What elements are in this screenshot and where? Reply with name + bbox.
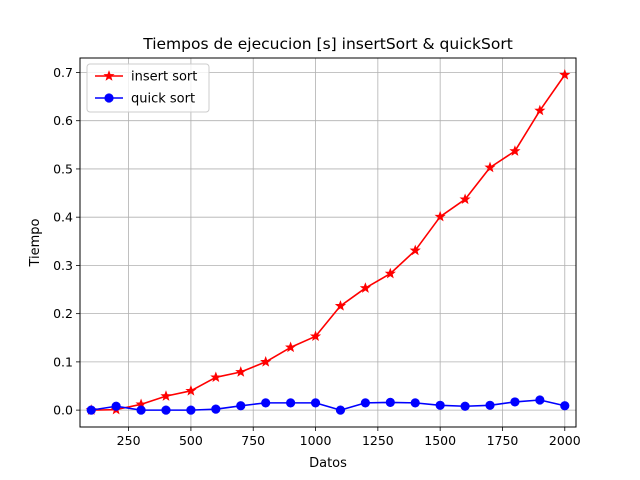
circle-marker <box>104 93 114 103</box>
star-marker <box>103 70 115 81</box>
circle-marker <box>236 401 246 411</box>
star-marker <box>434 210 446 222</box>
x-tick-label: 2000 <box>549 433 581 448</box>
star-marker <box>359 282 371 293</box>
star-marker <box>459 193 471 205</box>
x-tick-label: 1500 <box>424 433 456 448</box>
circle-marker <box>86 405 96 415</box>
circle-marker <box>136 405 146 415</box>
circle-marker <box>211 404 221 414</box>
star-marker <box>210 371 222 383</box>
circle-marker <box>261 398 271 408</box>
y-tick-label: 0.6 <box>53 113 73 128</box>
star-marker <box>309 330 322 342</box>
star-marker <box>409 244 421 256</box>
circle-marker <box>435 400 445 410</box>
circle-marker <box>560 401 570 411</box>
circle-marker <box>310 398 321 408</box>
star-marker <box>185 384 197 396</box>
plot-frame <box>79 57 577 428</box>
circle-marker <box>286 398 296 408</box>
star-marker <box>260 356 272 367</box>
y-tick-label: 0.2 <box>53 306 73 321</box>
star-marker <box>334 300 347 311</box>
x-tick-label: 1000 <box>300 433 332 448</box>
star-marker <box>160 390 172 401</box>
star-marker <box>559 69 571 80</box>
x-tick-label: 750 <box>241 433 265 448</box>
y-tick-label: 0.0 <box>53 403 73 418</box>
circle-marker <box>460 401 470 411</box>
star-marker <box>235 366 247 377</box>
legend: insert sort quick sort <box>86 63 210 113</box>
chart-title: Tiempos de ejecucion [s] insertSort & qu… <box>142 35 513 53</box>
legend-label: quick sort <box>131 92 195 107</box>
x-tick-label: 500 <box>179 433 203 448</box>
star-marker <box>509 145 521 156</box>
legend-label: insert sort <box>131 70 197 85</box>
star-marker <box>384 267 396 279</box>
y-axis-label: Tiempo <box>28 218 43 267</box>
star-marker <box>534 104 546 116</box>
circle-marker <box>410 398 420 408</box>
series-quick-sort <box>86 395 570 415</box>
y-tick-label: 0.4 <box>53 210 73 225</box>
star-marker <box>484 161 496 173</box>
series-insert-sort <box>85 69 571 415</box>
series-layer <box>85 69 571 415</box>
y-tick-label: 0.5 <box>53 161 73 176</box>
circle-marker <box>186 405 196 415</box>
x-tick-label: 1750 <box>487 433 519 448</box>
axis-ticks: 250 500 750 1000 1250 1500 1750 2000 0.0 0.1 0.2 0.… <box>53 65 581 448</box>
circle-marker <box>485 400 495 410</box>
x-axis-label: Datos <box>309 456 347 471</box>
star-marker <box>285 341 297 353</box>
circle-marker <box>111 401 121 411</box>
circle-marker <box>385 397 395 408</box>
y-tick-label: 0.1 <box>53 354 73 369</box>
circle-marker <box>335 405 346 415</box>
y-tick-label: 0.3 <box>53 258 73 273</box>
circle-marker <box>360 398 370 408</box>
circle-marker <box>510 397 520 407</box>
circle-marker <box>535 395 545 405</box>
x-tick-label: 250 <box>117 433 141 448</box>
circle-marker <box>161 405 171 415</box>
y-tick-label: 0.7 <box>53 65 73 80</box>
x-tick-label: 1250 <box>362 433 394 448</box>
